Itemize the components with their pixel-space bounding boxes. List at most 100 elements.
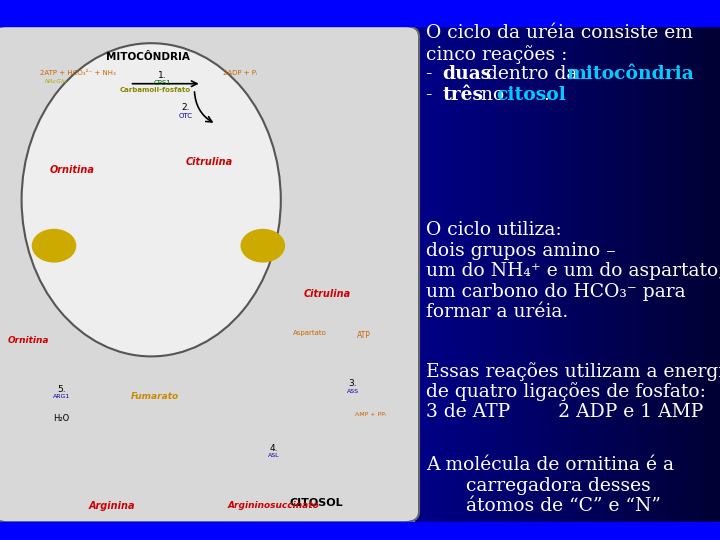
Bar [578,26,583,522]
Text: NAcGlu: NAcGlu [45,79,68,84]
Bar [603,26,608,522]
Bar [542,26,547,522]
Circle shape [241,230,284,262]
Text: O ciclo da uréia consiste em: O ciclo da uréia consiste em [426,24,693,42]
Text: três: três [442,86,483,104]
Text: mitocôndria: mitocôndria [567,65,694,83]
Text: carregadora desses: carregadora desses [466,477,651,495]
Bar [532,26,537,522]
Bar [695,26,700,522]
Bar [0,26,415,522]
Bar [557,26,562,522]
Bar [634,26,639,522]
Bar [477,26,482,522]
Bar [420,26,426,522]
Bar [451,26,456,522]
Bar [608,26,613,522]
FancyBboxPatch shape [0,26,419,522]
Text: ARG1: ARG1 [53,394,70,399]
Text: dois grupos amino –: dois grupos amino – [426,242,616,260]
Text: .: . [544,86,549,104]
Bar [654,26,659,522]
Bar [502,26,507,522]
Bar [649,26,654,522]
Text: Citrulina: Citrulina [304,289,351,299]
Bar [705,26,710,522]
Bar [537,26,542,522]
Bar [659,26,664,522]
Text: CPS1: CPS1 [153,80,171,86]
Bar [573,26,578,522]
Text: Ornitina: Ornitina [50,165,94,175]
Text: 3 de ATP        2 ADP e 1 AMP: 3 de ATP 2 ADP e 1 AMP [426,403,703,421]
Text: de quatro ligações de fosfato:: de quatro ligações de fosfato: [426,382,706,401]
Text: ASL: ASL [268,454,279,458]
Text: no: no [475,86,510,104]
Text: Fumarato: Fumarato [131,393,179,401]
Bar [482,26,487,522]
Text: -: - [426,86,438,104]
Bar [613,26,618,522]
Bar [552,26,557,522]
Text: A molécula de ornitina é a: A molécula de ornitina é a [426,456,674,474]
Bar [487,26,492,522]
Text: 2ATP + HCO₃²⁻ + NH₃: 2ATP + HCO₃²⁻ + NH₃ [40,70,115,76]
Bar [517,26,522,522]
Bar [436,26,441,522]
Bar [629,26,634,522]
Bar [467,26,472,522]
Bar [461,26,467,522]
Text: H₂O: H₂O [53,414,69,423]
Bar [639,26,644,522]
Bar [415,26,420,522]
Text: citosol: citosol [496,86,566,104]
Bar [583,26,588,522]
Text: MITOCÔNDRIA: MITOCÔNDRIA [106,52,189,62]
Bar [588,26,593,522]
Text: 4.: 4. [269,444,278,453]
Bar [644,26,649,522]
Bar [618,26,624,522]
Bar [456,26,461,522]
Text: Aspartato: Aspartato [292,330,327,336]
Text: Essas reações utilizam a energia: Essas reações utilizam a energia [426,362,720,381]
Text: Arginina: Arginina [89,501,135,511]
Bar [675,26,680,522]
Bar [685,26,690,522]
Bar [497,26,502,522]
Text: 5.: 5. [57,384,66,394]
Bar [670,26,675,522]
Text: duas: duas [442,65,491,83]
Text: 2ADP + Pᵢ: 2ADP + Pᵢ [223,70,258,76]
Text: CITOSOL: CITOSOL [290,498,343,508]
Text: ATP: ATP [356,330,371,340]
Ellipse shape [22,43,281,356]
Bar [700,26,705,522]
Text: átomos de “C” e “N”: átomos de “C” e “N” [466,497,661,515]
Bar [431,26,436,522]
Bar [0,0,720,26]
Text: um do NH₄⁺ e um do aspartato, e: um do NH₄⁺ e um do aspartato, e [426,262,720,280]
Bar [507,26,512,522]
Text: dentro da: dentro da [480,65,584,83]
Bar [710,26,715,522]
Bar [426,26,431,522]
Text: Argininosuccinato: Argininosuccinato [228,502,320,510]
Bar [690,26,695,522]
Bar [593,26,598,522]
Text: 3.: 3. [348,379,357,388]
Text: -: - [426,65,438,83]
Bar [680,26,685,522]
Bar [446,26,451,522]
Bar [547,26,552,522]
Text: 2.: 2. [181,103,190,112]
Text: 1.: 1. [158,71,166,80]
Text: Ornitina: Ornitina [8,336,50,345]
Bar [492,26,497,522]
Bar [512,26,517,522]
Text: formar a uréia.: formar a uréia. [426,303,569,321]
Bar [568,26,573,522]
Bar [664,26,670,522]
Text: ASS: ASS [347,389,359,394]
Text: um carbono do HCO₃⁻ para: um carbono do HCO₃⁻ para [426,283,686,301]
